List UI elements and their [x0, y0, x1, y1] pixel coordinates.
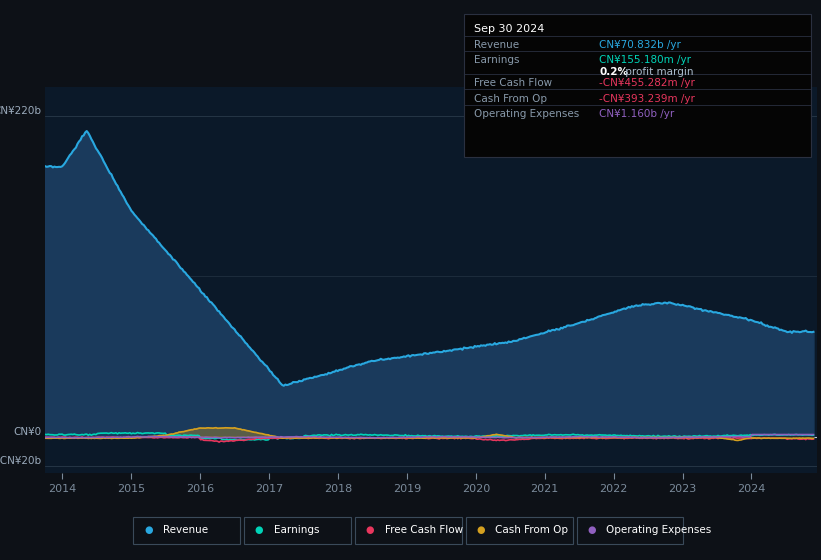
Text: Sep 30 2024: Sep 30 2024	[474, 24, 544, 34]
Text: Free Cash Flow: Free Cash Flow	[474, 78, 552, 88]
Text: -CN¥20b: -CN¥20b	[0, 456, 41, 466]
Text: CN¥70.832b /yr: CN¥70.832b /yr	[599, 40, 681, 50]
Text: ●: ●	[144, 525, 153, 535]
Text: CN¥220b: CN¥220b	[0, 106, 41, 116]
Text: -CN¥393.239m /yr: -CN¥393.239m /yr	[599, 94, 695, 104]
Text: CN¥155.180m /yr: CN¥155.180m /yr	[599, 55, 691, 65]
Text: ●: ●	[365, 525, 374, 535]
Text: ●: ●	[587, 525, 596, 535]
Text: Cash From Op: Cash From Op	[474, 94, 547, 104]
Text: Operating Expenses: Operating Expenses	[474, 109, 579, 119]
Text: ●: ●	[255, 525, 264, 535]
Text: 0.2%: 0.2%	[599, 67, 628, 77]
Text: Free Cash Flow: Free Cash Flow	[385, 525, 463, 535]
Text: CN¥1.160b /yr: CN¥1.160b /yr	[599, 109, 675, 119]
Text: Earnings: Earnings	[474, 55, 519, 65]
Text: -CN¥455.282m /yr: -CN¥455.282m /yr	[599, 78, 695, 88]
Text: ●: ●	[476, 525, 485, 535]
Text: Earnings: Earnings	[274, 525, 319, 535]
Text: profit margin: profit margin	[622, 67, 694, 77]
Text: Cash From Op: Cash From Op	[496, 525, 568, 535]
Text: CN¥0: CN¥0	[13, 427, 41, 437]
Text: Revenue: Revenue	[163, 525, 208, 535]
Text: Revenue: Revenue	[474, 40, 519, 50]
Text: Operating Expenses: Operating Expenses	[606, 525, 712, 535]
